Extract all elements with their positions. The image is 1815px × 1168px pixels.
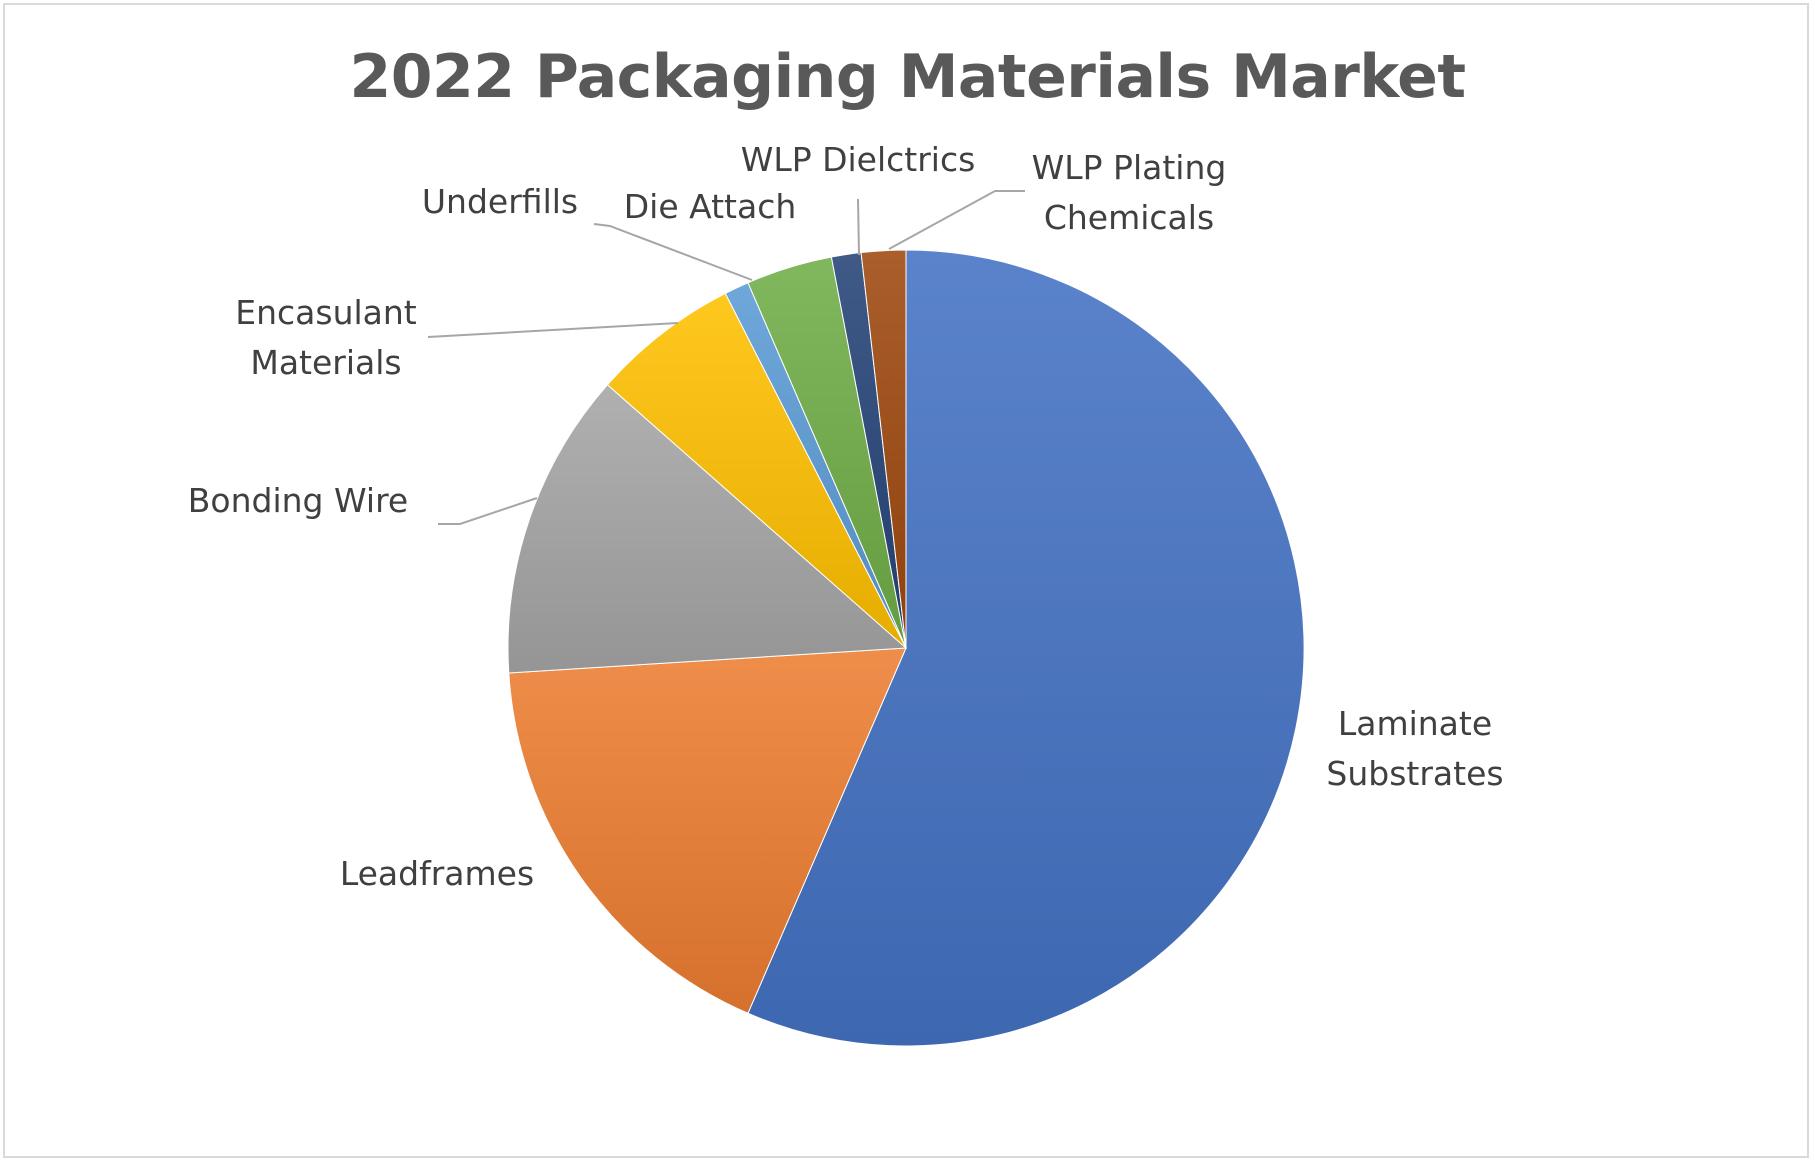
slice-label: Die Attach (624, 187, 797, 226)
leader-lines (427, 190, 1025, 525)
slice-label: WLP Dielctrics (741, 140, 976, 179)
pie-slice-bonding-wire (507, 384, 908, 674)
slice-label: WLP Plating Chemicals (1032, 148, 1227, 237)
slice-label: Bonding Wire (188, 481, 408, 520)
slice-labels: Laminate Substrates Leadframes Bonding Wire… (188, 140, 1504, 893)
pie-slices (507, 249, 1305, 1047)
pie-slice-encasulant-materials (606, 292, 907, 649)
chart-title: 2022 Packaging Materials Market (349, 42, 1466, 112)
pie-slice-wlp-plating-chemicals (860, 249, 907, 649)
pie-slice-leadframes (508, 647, 907, 1014)
leader-line (427, 322, 679, 338)
slice-label: Leadframes (340, 854, 534, 893)
leader-line (888, 190, 1025, 250)
leader-line (593, 223, 753, 281)
slice-label: Encasulant Materials (235, 293, 417, 382)
slice-label: Underfills (422, 182, 578, 221)
leader-line (438, 497, 538, 525)
leader-line (857, 198, 860, 256)
slice-label: Laminate Substrates (1326, 704, 1503, 793)
pie-slice-laminate-substrates (747, 249, 1305, 1047)
